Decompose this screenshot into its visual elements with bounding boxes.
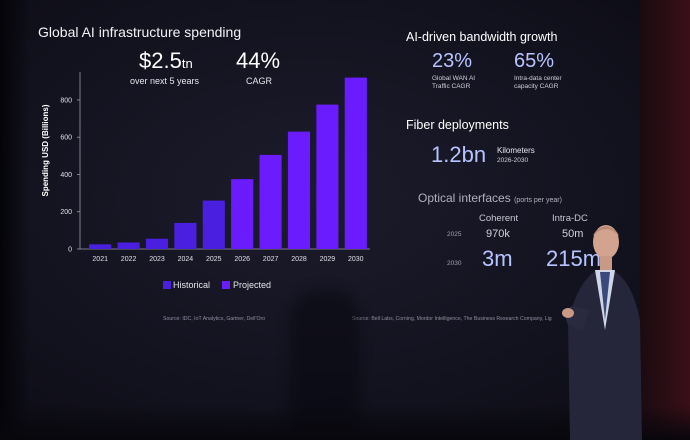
stage-edge-left <box>0 0 30 440</box>
bandwidth-dc-label: Intra-data center capacity CAGR <box>514 75 562 91</box>
optical-col-intradc: Intra-DC <box>552 213 588 224</box>
stat-cagr-value: 44% <box>236 48 281 73</box>
bar-2030 <box>344 77 367 249</box>
fiber-unit: Kilometers <box>497 146 535 155</box>
stat-cagr-label: CAGR <box>246 76 273 86</box>
legend-historical: Historical <box>173 280 211 290</box>
x-tick-label: 2022 <box>121 256 137 263</box>
bandwidth-wan-label-line2: Traffic CAGR <box>432 83 471 90</box>
bar-2021 <box>89 244 112 249</box>
bar-2022 <box>117 242 140 249</box>
optical-row-2025-coherent: 970k <box>486 228 510 240</box>
optical-title-note: (ports per year) <box>514 197 562 204</box>
bandwidth-dc-label-line2: capacity CAGR <box>514 83 559 90</box>
chart-title: Global AI infrastructure spending <box>38 24 242 40</box>
legend-projected: Projected <box>233 280 272 290</box>
y-tick-label: 800 <box>60 97 72 104</box>
left-source: Source: IDC, IoT Analytics, Gartner, Del… <box>163 316 266 322</box>
legend-swatch-projected <box>222 281 230 289</box>
optical-col-coherent: Coherent <box>479 213 519 224</box>
x-tick-label: 2027 <box>263 256 279 263</box>
bar-2025 <box>202 200 225 249</box>
stat-total-label: over next 5 years <box>130 76 200 86</box>
presenter-figure <box>562 225 642 440</box>
optical-row-2030-year: 2030 <box>447 260 462 267</box>
fiber-years: 2026-2030 <box>497 157 529 164</box>
x-tick-label: 2024 <box>178 256 194 263</box>
fiber-value: 1.2bn <box>431 142 487 167</box>
bandwidth-dc-value: 65% <box>514 50 555 72</box>
stat-total-value: $2.5 <box>139 48 182 73</box>
y-tick-label: 400 <box>60 172 72 179</box>
optical-row-2030-coherent: 3m <box>482 246 513 271</box>
bandwidth-dc-label-line1: Intra-data center <box>514 75 562 82</box>
stage-curtain-right <box>640 0 690 440</box>
bandwidth-title: AI-driven bandwidth growth <box>406 30 558 44</box>
bandwidth-wan-value: 23% <box>432 50 473 72</box>
x-tick-label: 2023 <box>149 256 165 263</box>
x-tick-label: 2026 <box>234 256 250 263</box>
y-tick-label: 0 <box>68 247 72 254</box>
optical-title-text: Optical interfaces <box>418 191 511 205</box>
stat-total-spend: $2.5tn <box>139 48 193 74</box>
x-tick-label: 2028 <box>291 256 307 263</box>
bar-2026 <box>231 179 254 249</box>
x-tick-label: 2021 <box>92 256 108 263</box>
bar-2024 <box>174 222 197 249</box>
stat-total-suffix: tn <box>181 56 193 71</box>
bar-2029 <box>316 104 339 250</box>
right-source: Source: Bell Labs, Corning, Mordor Intel… <box>352 316 552 322</box>
y-axis-title: Spending USD (Billions) <box>41 104 50 196</box>
legend-swatch-historical <box>163 281 171 289</box>
optical-title: Optical interfaces (ports per year) <box>418 191 562 205</box>
optical-row-2030-intradc: 215m <box>546 246 602 271</box>
bandwidth-wan-label-line1: Global WAN AI <box>432 75 476 82</box>
x-tick-label: 2029 <box>320 256 336 263</box>
fiber-title: Fiber deployments <box>406 118 509 132</box>
x-tick-label: 2025 <box>206 256 222 263</box>
optical-row-2025-intradc: 50m <box>562 228 584 240</box>
x-tick-label: 2030 <box>348 256 364 263</box>
bar-2028 <box>287 131 311 249</box>
bar-2027 <box>259 154 282 249</box>
y-tick-label: 200 <box>60 209 72 216</box>
bandwidth-wan-label: Global WAN AI Traffic CAGR <box>432 75 475 91</box>
optical-row-2025-year: 2025 <box>447 231 462 238</box>
y-tick-label: 600 <box>60 135 72 142</box>
bar-2023 <box>145 238 169 249</box>
